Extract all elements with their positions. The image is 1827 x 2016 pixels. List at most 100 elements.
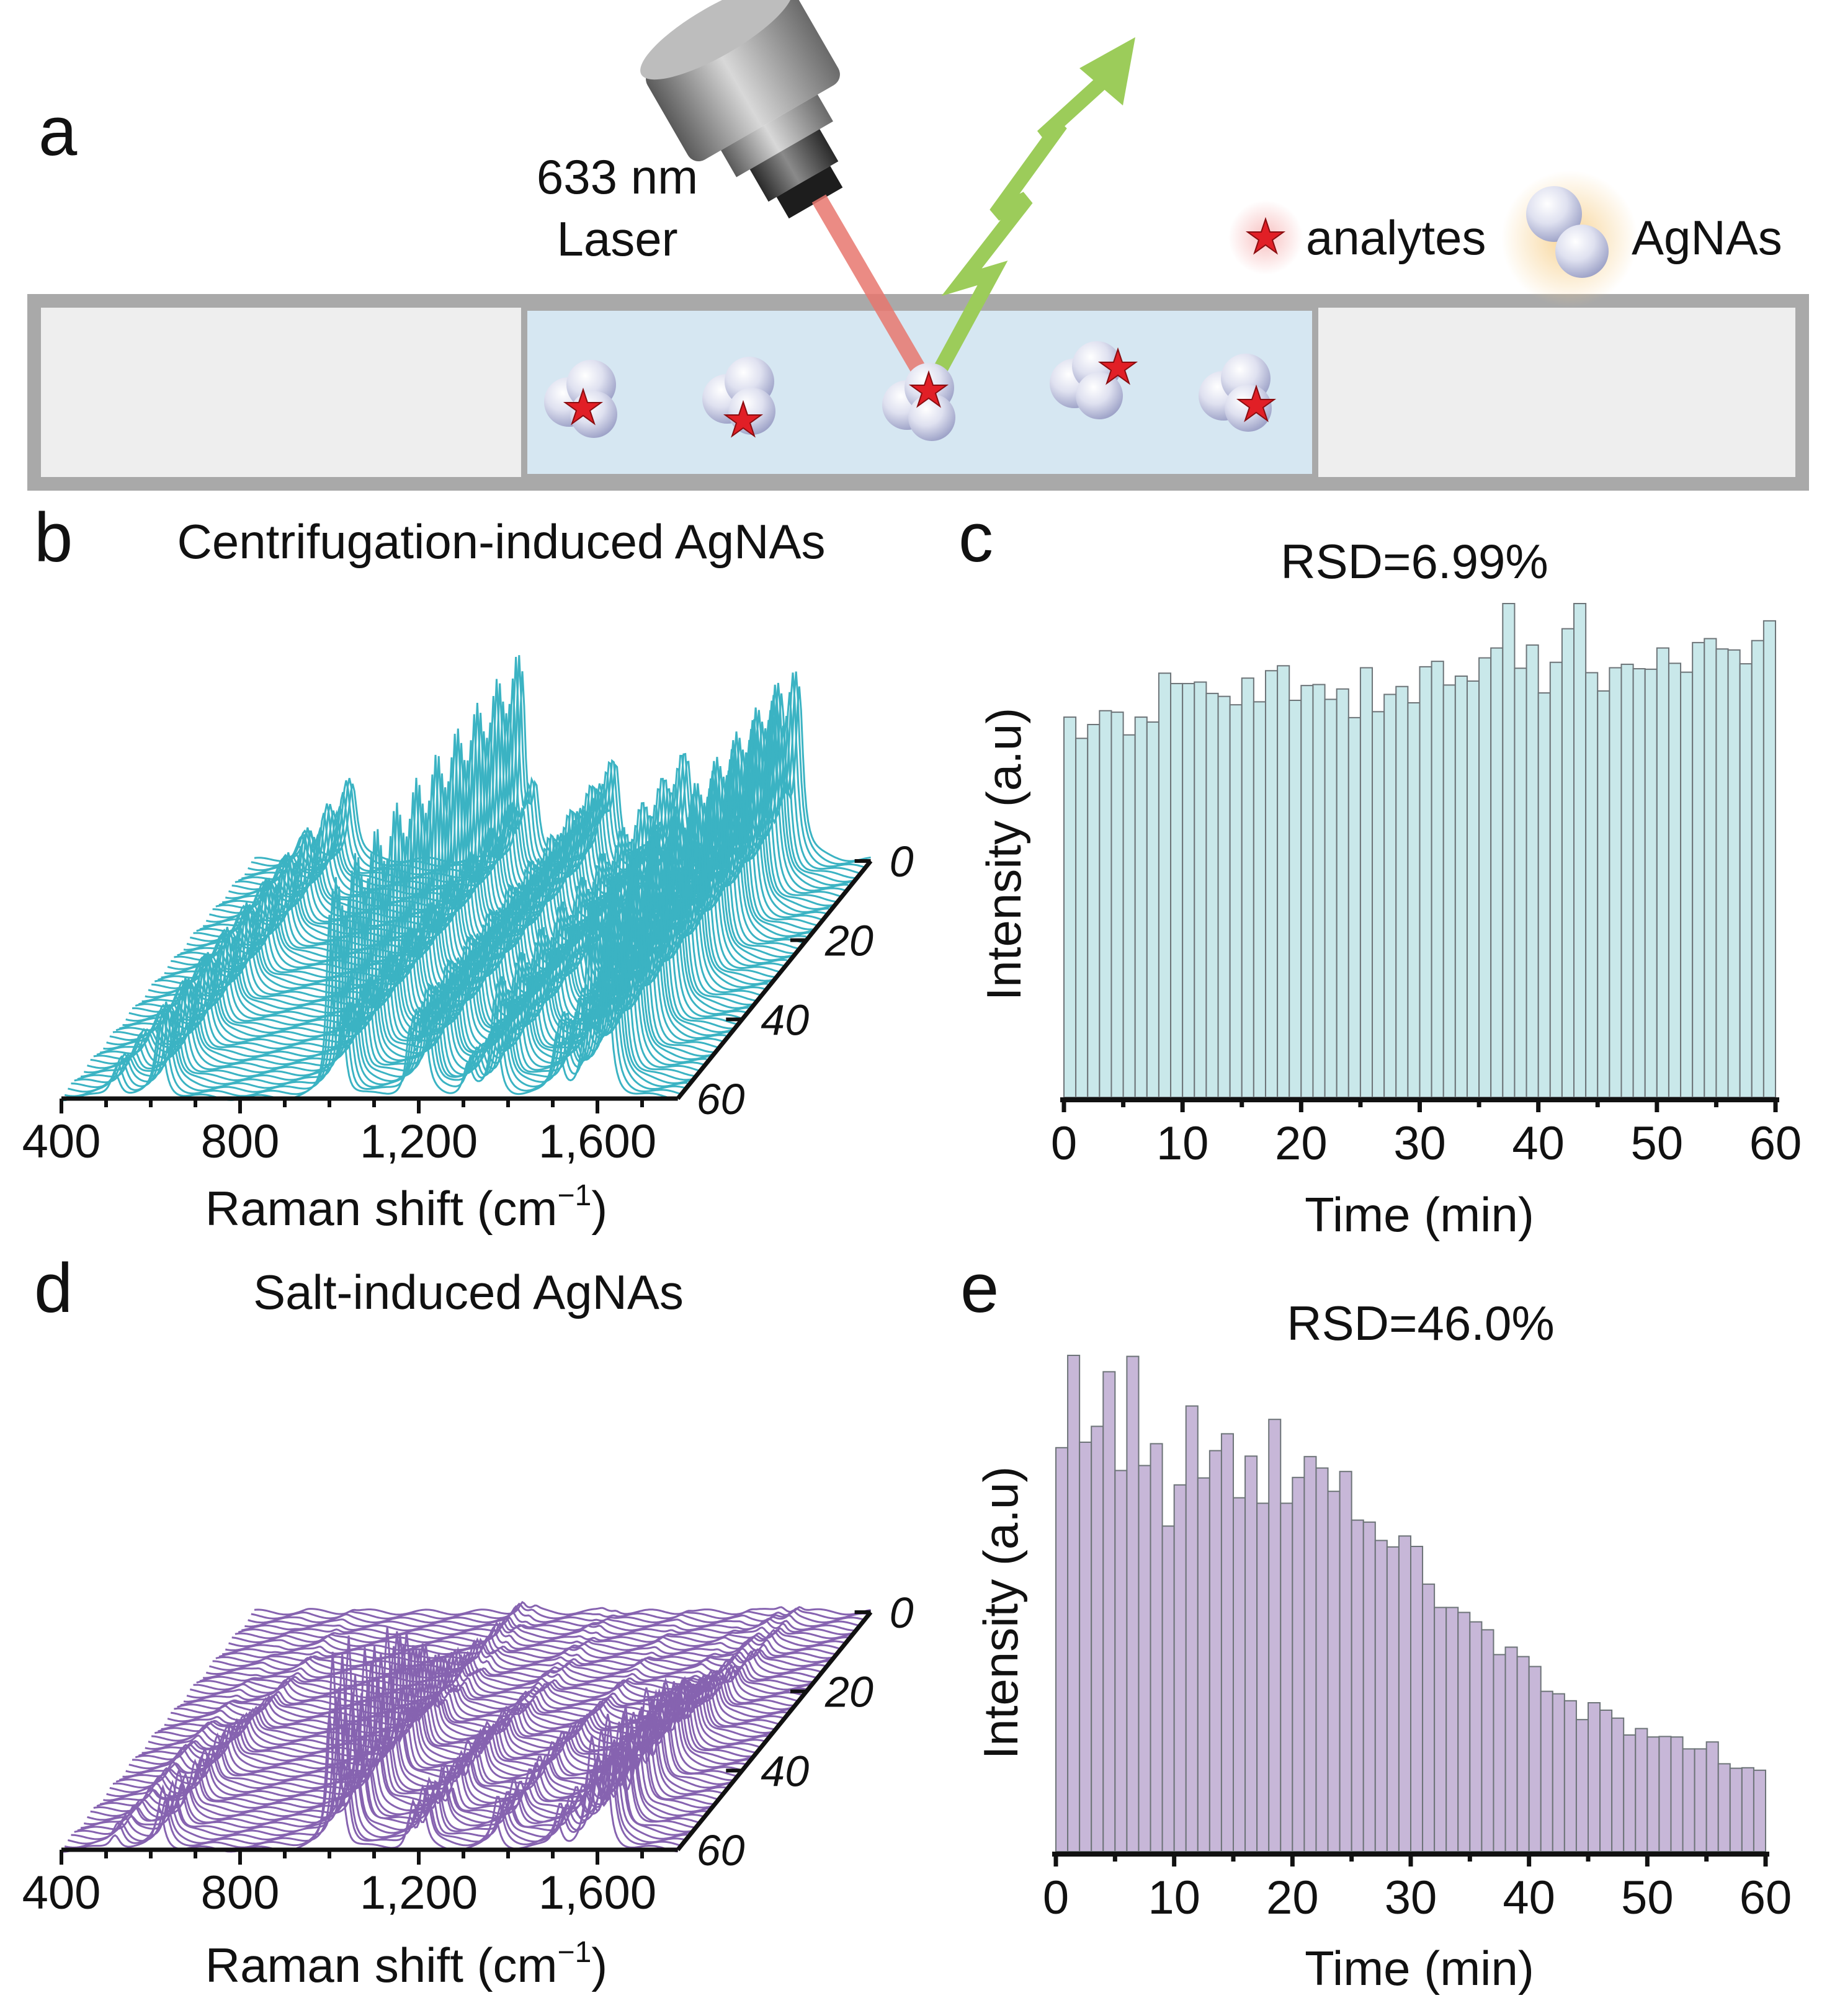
spectrum-trace	[71, 886, 688, 1089]
bar	[1079, 1442, 1092, 1852]
bar	[1644, 668, 1658, 1099]
bar	[1217, 695, 1231, 1098]
bar	[1717, 1763, 1731, 1852]
bar	[1205, 692, 1219, 1098]
spectrum-trace	[96, 887, 713, 1058]
spectrum-trace	[84, 870, 701, 1074]
spectrum-trace	[90, 857, 707, 1066]
spectrum-trace	[145, 792, 762, 999]
x-tick-label: 800	[201, 1115, 280, 1168]
y-axis-label-e: Intensity (a.u)	[973, 1466, 1028, 1760]
bar	[1658, 1736, 1672, 1852]
bar	[1303, 1456, 1317, 1852]
bar	[1597, 690, 1610, 1098]
bar	[1514, 667, 1527, 1098]
spectrum-trace	[145, 1645, 762, 1750]
bar	[1386, 1546, 1400, 1853]
x-tick-label: 400	[22, 1867, 101, 1919]
bar	[1466, 680, 1480, 1099]
spectrum-trace	[235, 1620, 852, 1639]
spectrum-trace	[77, 1706, 694, 1833]
x-axis-label-c: Time (min)	[1305, 1187, 1534, 1242]
bar	[1347, 716, 1361, 1098]
x-tick-label: 1,200	[360, 1115, 478, 1168]
bar	[1229, 704, 1243, 1099]
bar	[1289, 700, 1302, 1098]
z-tick-label: 20	[824, 917, 873, 965]
bar	[1751, 640, 1764, 1098]
bar	[1359, 667, 1374, 1098]
bar	[1253, 701, 1266, 1099]
bar	[1741, 1767, 1754, 1853]
bar	[1114, 1470, 1128, 1853]
bar	[1197, 1477, 1210, 1853]
bar	[1705, 1741, 1719, 1852]
x-tick-label: 30	[1393, 1117, 1446, 1170]
bar	[1540, 1690, 1553, 1853]
bar	[1623, 1734, 1637, 1852]
x-axis-label-e: Time (min)	[1305, 1941, 1534, 1996]
bar	[1110, 711, 1124, 1098]
panel-label-b: b	[34, 499, 73, 576]
spectrum-trace	[218, 1635, 836, 1659]
x-tick-label: 10	[1148, 1871, 1200, 1924]
bar	[1585, 672, 1599, 1098]
bar	[1490, 647, 1504, 1098]
z-axis-line	[676, 859, 873, 1100]
bar	[1336, 688, 1349, 1098]
bar	[1150, 1443, 1163, 1852]
bar	[1146, 721, 1159, 1099]
chart-title-d: Salt-induced AgNAs	[253, 1265, 684, 1319]
bar	[1537, 692, 1551, 1099]
spectrum-trace	[231, 1621, 849, 1644]
bar	[1668, 662, 1682, 1099]
laser-label: Laser	[556, 212, 677, 266]
bar	[1122, 734, 1136, 1098]
x-tick-label: 0	[1043, 1871, 1069, 1924]
bar	[1362, 1521, 1376, 1853]
bar	[1339, 1471, 1352, 1852]
panel-label-a: a	[38, 92, 78, 170]
raman-scatter-arrow	[927, 69, 1116, 385]
bar	[1419, 666, 1432, 1098]
x-axis-label-d: Raman shift (cm−1)	[205, 1936, 608, 1992]
legend-agnas-label: AgNAs	[1632, 210, 1782, 265]
bar	[1372, 711, 1385, 1098]
bar	[1422, 1583, 1436, 1853]
bar	[1692, 641, 1705, 1099]
x-tick-label: 10	[1156, 1117, 1209, 1170]
z-tick-label: 20	[824, 1668, 873, 1716]
bar	[1753, 1769, 1767, 1853]
bar	[1324, 698, 1338, 1098]
spectrum-trace	[248, 1605, 865, 1624]
bar	[1256, 1502, 1270, 1852]
bar	[1383, 694, 1397, 1098]
bar	[1158, 672, 1172, 1098]
bar	[1208, 1450, 1222, 1853]
bar	[1611, 1717, 1625, 1853]
bar	[1280, 1502, 1293, 1852]
bar	[1091, 1425, 1104, 1852]
x-tick-label: 20	[1275, 1117, 1328, 1170]
x-tick-label: 20	[1266, 1871, 1319, 1924]
bar	[1277, 665, 1290, 1098]
panel-label-e: e	[960, 1249, 999, 1327]
bar	[1233, 1497, 1246, 1853]
spectrum-trace	[80, 897, 697, 1078]
spectrum-trace	[61, 1711, 678, 1853]
raman-scatter-arrowhead	[1079, 37, 1135, 105]
x-tick-label: 1,600	[538, 1115, 656, 1168]
bar	[1244, 1455, 1258, 1852]
chart-title-e: RSD=46.0%	[1287, 1296, 1554, 1350]
panel-d: d Salt-induced AgNAs 400 800 1,200 1,600 0 20…	[22, 1249, 914, 1992]
bar	[1398, 1535, 1412, 1852]
spectrum-trace	[99, 1682, 717, 1806]
spectrum-trace	[103, 853, 720, 1050]
spectrum-trace	[222, 722, 839, 904]
bar	[1682, 1748, 1695, 1852]
bar	[1680, 671, 1694, 1099]
bar	[1504, 1646, 1518, 1852]
bar	[1563, 1700, 1577, 1853]
bar	[1525, 644, 1539, 1098]
spectrum-trace	[228, 1621, 846, 1648]
